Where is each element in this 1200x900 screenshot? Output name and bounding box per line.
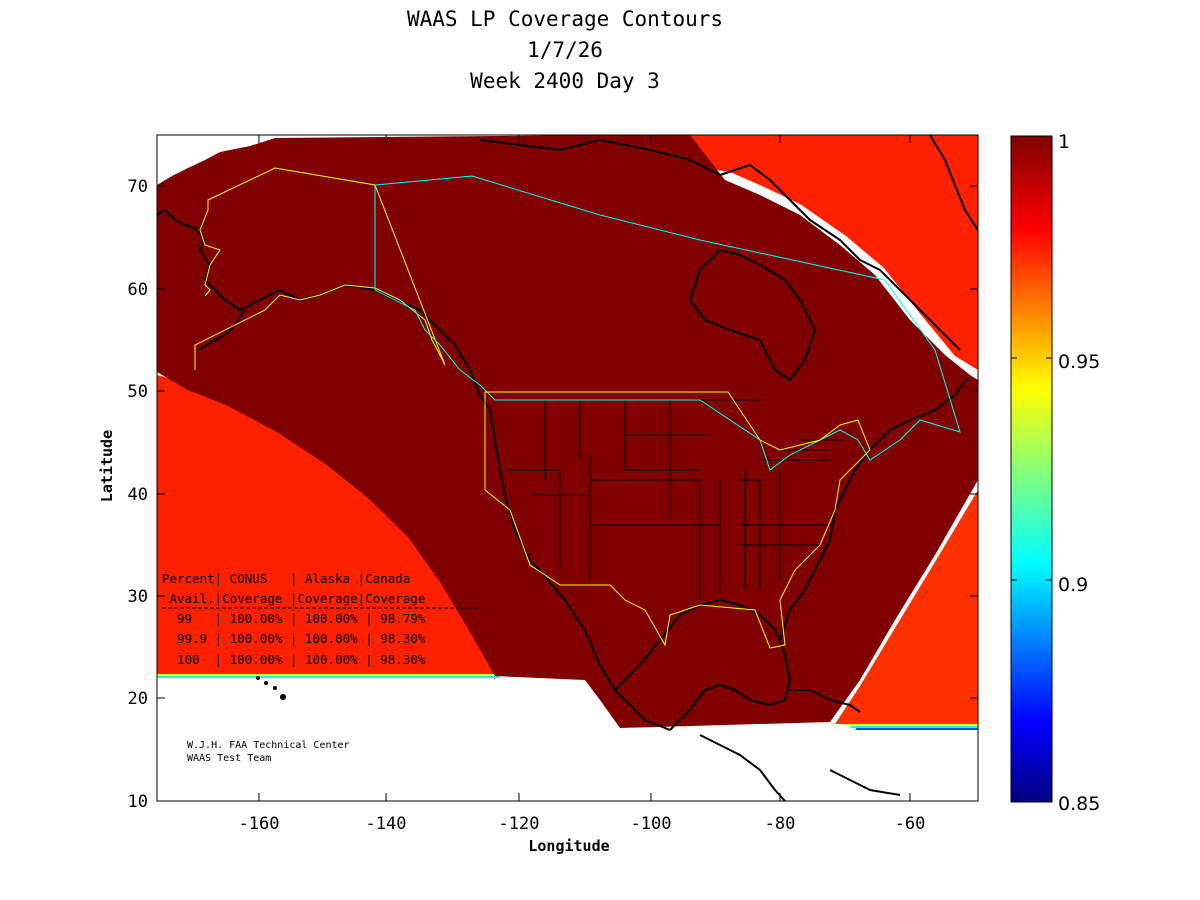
x-axis-label: Longitude: [528, 837, 609, 855]
x-tick-label: -160: [239, 814, 280, 834]
coastline: [157, 135, 978, 801]
coverage-table-header-1: Percent| CONUS | Alaska |Canada: [162, 571, 410, 586]
x-tick-label: -100: [631, 814, 672, 834]
coverage-region-full: [157, 135, 978, 728]
y-axis: [157, 185, 978, 802]
title-line-2: 1/7/26: [527, 38, 603, 62]
credit-line-1: W.J.H. FAA Technical Center: [187, 740, 350, 751]
alaska-boundary: [194, 167, 446, 370]
y-axis-label: Latitude: [98, 430, 116, 502]
coastline-caribbean: [790, 689, 901, 796]
title-line-1: WAAS LP Coverage Contours: [406, 7, 724, 31]
map-layer: [157, 135, 978, 801]
coastline-greenland: [929, 135, 978, 231]
plot-frame: [156, 134, 979, 802]
y-tick-label: 10: [128, 792, 148, 812]
y-tick-label: 40: [128, 485, 148, 505]
colorbar-ticks: [1011, 135, 1052, 803]
x-tick-label: -80: [765, 814, 796, 834]
y-tick-label: 20: [128, 689, 148, 709]
y-tick-label: 50: [128, 382, 148, 402]
y-tick-label: 60: [128, 280, 148, 300]
coverage-table-row: 99.9 | 100.00% | 100.00% | 98.30%: [162, 631, 426, 646]
coverage-edge-sw-red: [157, 375, 512, 674]
coverage-table-row: 100 | 100.00% | 100.00% | 98.30%: [162, 652, 426, 667]
coastline-west-us: [489, 409, 671, 731]
x-tick-label: -60: [895, 814, 926, 834]
coverage-table-row: 99 | 100.00% | 100.00% | 98.79%: [162, 611, 426, 626]
coastline-gulf-mexico: [669, 377, 969, 731]
hawaii-islands: [256, 676, 286, 700]
colorbar: [1010, 135, 1053, 803]
x-tick-label: -120: [499, 814, 540, 834]
conus-boundary: [484, 391, 871, 649]
coastline-central-america: [699, 734, 786, 801]
y-tick-label: 30: [128, 587, 148, 607]
coverage-edge-ne-red: [690, 135, 978, 370]
coastline-arctic-islands: [479, 139, 961, 351]
title-line-3: Week 2400 Day 3: [470, 69, 660, 93]
coverage-edge-se-red: [835, 490, 978, 724]
x-axis: [258, 135, 911, 801]
colorbar-tick-label: 0.95: [1058, 351, 1100, 373]
coastline-gulf-north: [614, 599, 781, 691]
credit-line-2: WAAS Test Team: [187, 753, 271, 764]
x-tick-label: -140: [366, 814, 407, 834]
colorbar-tick-label: 0.9: [1058, 574, 1088, 596]
coverage-table-header-2: Avail.|Coverage |Coverage|Coverage: [162, 591, 425, 606]
colorbar-tick-label: 0.85: [1058, 793, 1100, 815]
coastline-hudson-bay: [689, 249, 816, 381]
y-tick-label: 70: [128, 177, 148, 197]
coastline-alaska: [157, 209, 491, 411]
coastline-alaska-peninsula: [197, 309, 246, 351]
colorbar-tick-label: 1: [1058, 131, 1070, 153]
